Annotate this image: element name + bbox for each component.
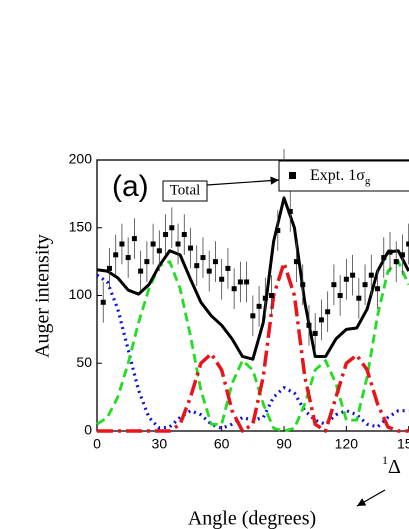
delta-symbol: Δ [388,456,401,478]
data-point [337,293,343,298]
data-point [306,322,312,328]
data-point [325,309,331,315]
data-point [119,241,125,247]
data-point [237,279,243,285]
legend-subscript: g [365,175,371,187]
y-axis-label: Auger intensity [32,234,54,358]
legend-name: Expt. 1σ [310,167,365,184]
curve [96,196,409,361]
data-point [362,282,368,288]
data-point [293,259,299,265]
data-point [181,232,187,238]
data-point [150,241,156,247]
data-point [175,241,181,247]
data-point [375,286,381,292]
data-point [144,259,150,265]
total-arrow [206,176,280,186]
data-point [368,272,374,278]
data-point [100,299,106,305]
data-point [131,236,137,242]
data-point [156,248,162,254]
legend-box [278,160,409,192]
y-tick-label: 150 [69,218,93,234]
legend-marker [289,172,296,179]
data-point [106,265,112,271]
x-tick-label: 60 [214,436,230,452]
data-point [350,272,356,278]
x-axis-label: Angle (degrees) [188,508,316,529]
data-point [212,259,218,265]
data-point [387,249,393,255]
curve [97,261,409,433]
data-point [219,276,225,282]
data-point [125,255,131,261]
data-point [406,241,409,247]
data-point [188,245,194,251]
data-point [163,232,169,238]
data-point [231,286,237,292]
data-point [343,276,349,282]
x-tick-label: 120 [335,436,359,452]
data-point [287,208,293,214]
delta-arrow [356,489,386,507]
data-point [300,282,306,288]
data-point [269,293,275,298]
y-tick-label: 200 [69,151,93,167]
legend-label: Expt. 1σg [310,167,371,187]
data-point [194,263,200,269]
data-point [262,295,268,301]
x-tick-label: 90 [276,436,292,452]
data-point [399,252,405,258]
data-point [244,279,250,285]
data-point [356,295,362,301]
x-tick-label: 30 [152,436,168,452]
panel-label: (a) [112,170,149,203]
data-point [113,252,119,258]
data-point [250,313,256,319]
x-tick-label: 0 [93,436,101,452]
total-label: Total [170,182,201,198]
delta-sup: 1 [382,453,388,467]
data-point [138,268,144,274]
x-tick-label: 150 [397,436,409,452]
data-point [381,255,387,261]
data-point [312,330,318,336]
data-point [169,225,175,231]
data-point [393,259,399,265]
y-tick-label: 0 [84,422,92,438]
y-tick-label: 50 [76,354,92,370]
data-point [318,317,324,323]
data-point [331,282,337,288]
data-point [206,268,212,274]
y-tick-label: 100 [69,286,93,302]
curve [96,260,409,433]
delta-label: 1Δ [382,453,401,478]
total-box [162,180,208,202]
data-point [200,255,206,261]
data-point [225,265,231,271]
data-point [256,303,262,309]
data-point [275,227,281,233]
